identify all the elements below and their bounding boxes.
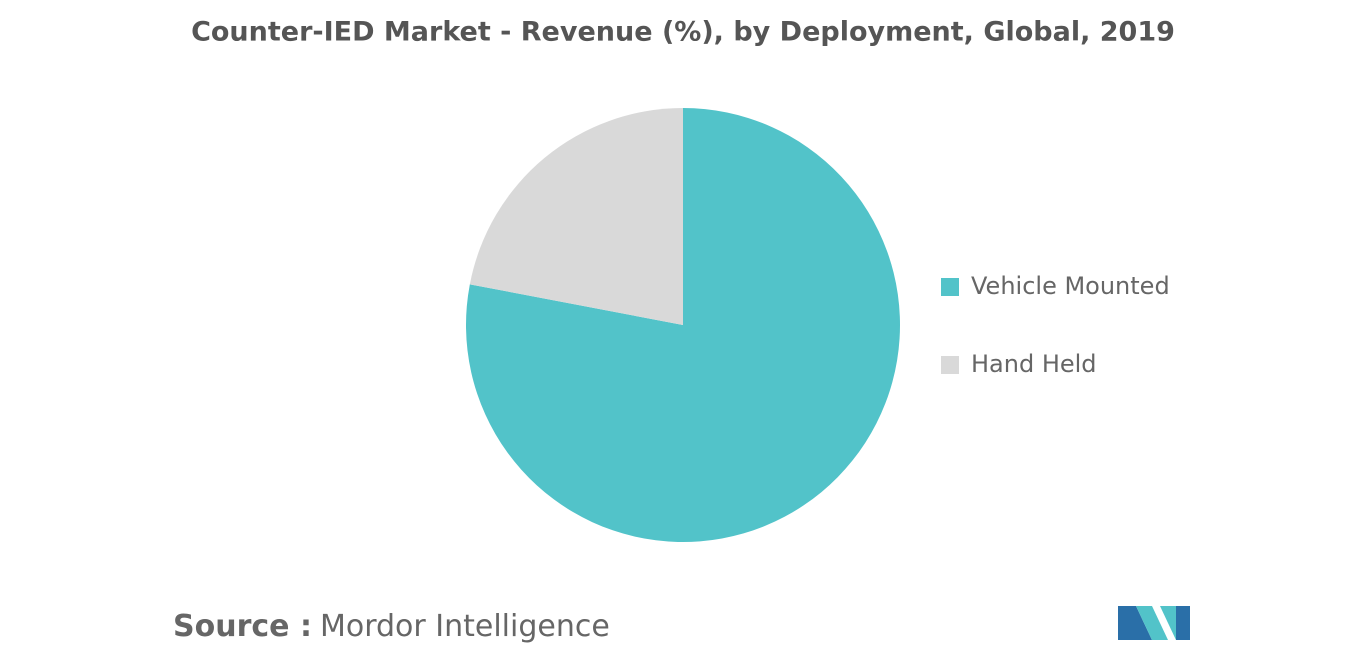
logo (1118, 606, 1190, 640)
legend-swatch (941, 278, 959, 296)
legend: Vehicle Mounted Hand Held (941, 272, 1170, 378)
legend-label: Vehicle Mounted (971, 272, 1170, 300)
chart-title: Counter-IED Market - Revenue (%), by Dep… (191, 17, 1175, 48)
source-label: Source : (173, 609, 312, 644)
source-name: Mordor Intelligence (320, 609, 610, 644)
legend-swatch (941, 356, 959, 374)
pie (465, 108, 900, 542)
source: Source : Mordor Intelligence (173, 609, 610, 644)
legend-label: Hand Held (971, 350, 1097, 378)
pie-slice (469, 108, 683, 325)
